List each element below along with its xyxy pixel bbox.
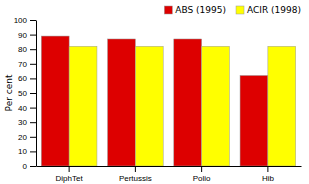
- x-tick-label: Polio: [193, 174, 211, 183]
- x-tick-label: Hib: [262, 174, 275, 183]
- x-tick: Hib: [262, 166, 275, 183]
- x-tick-mark: [201, 166, 202, 172]
- y-axis: 0 10 20 30 40 50 60 70 80 90 100: [14, 16, 37, 171]
- y-tick-mark: [30, 49, 36, 50]
- y-tick: 0: [23, 162, 36, 171]
- y-tick-mark: [30, 137, 36, 138]
- legend-item: ACIR (1998): [236, 5, 301, 15]
- y-tick-mark: [30, 166, 36, 167]
- y-tick: 40: [18, 104, 36, 113]
- y-axis-line: [36, 21, 37, 167]
- y-tick-mark: [30, 122, 36, 123]
- bar-series: [41, 36, 268, 166]
- y-tick-mark: [30, 20, 36, 21]
- legend-swatch: [236, 6, 244, 14]
- bar-series: [69, 46, 296, 166]
- legend: ABS (1995) ACIR (1998): [164, 5, 301, 15]
- y-tick-label: 40: [18, 104, 27, 113]
- x-tick-mark: [267, 166, 268, 172]
- x-axis: DiphTet Pertussis Polio Hib: [37, 166, 302, 183]
- bar: [41, 36, 69, 166]
- bar: [202, 46, 230, 166]
- y-tick-label: 0: [23, 162, 28, 171]
- x-tick: Pertussis: [119, 166, 152, 183]
- y-tick-label: 60: [18, 74, 27, 83]
- bars: [41, 36, 295, 166]
- y-tick-label: 70: [18, 60, 27, 69]
- y-tick-label: 100: [14, 16, 28, 25]
- legend-item: ABS (1995): [164, 5, 226, 15]
- y-tick: 90: [18, 31, 36, 40]
- y-tick-mark: [30, 35, 36, 36]
- x-tick-label: DiphTet: [56, 174, 84, 183]
- x-tick: Polio: [193, 166, 211, 183]
- y-tick-label: 20: [18, 133, 27, 142]
- bar: [174, 39, 202, 166]
- x-tick-label: Pertussis: [119, 174, 152, 183]
- chart-container: 0 10 20 30 40 50 60 70 80 90 100 DiphTet Pertussis Po…: [0, 0, 309, 184]
- y-tick-mark: [30, 151, 36, 152]
- y-tick-label: 90: [18, 31, 27, 40]
- bar: [268, 46, 296, 166]
- y-tick-mark: [30, 64, 36, 65]
- x-tick: DiphTet: [56, 166, 84, 183]
- legend-label: ACIR (1998): [247, 5, 301, 15]
- y-tick-mark: [30, 108, 36, 109]
- y-tick-label: 10: [18, 147, 27, 156]
- y-tick-label: 80: [18, 45, 27, 54]
- y-tick: 100: [14, 16, 36, 25]
- y-tick-mark: [30, 93, 36, 94]
- y-tick-mark: [30, 78, 36, 79]
- y-tick-label: 30: [18, 118, 27, 127]
- x-axis-line: [37, 166, 302, 167]
- bar: [135, 46, 163, 166]
- y-axis-title: Per cent: [4, 74, 14, 111]
- y-tick: 50: [18, 89, 36, 98]
- y-tick: 60: [18, 74, 36, 83]
- y-tick: 70: [18, 60, 36, 69]
- y-tick-label: 50: [18, 89, 27, 98]
- x-tick-mark: [69, 166, 70, 172]
- bar: [69, 46, 97, 166]
- y-tick: 10: [18, 147, 36, 156]
- y-tick: 30: [18, 118, 36, 127]
- y-tick: 20: [18, 133, 36, 142]
- y-tick: 80: [18, 45, 36, 54]
- chart: 0 10 20 30 40 50 60 70 80 90 100 DiphTet Pertussis Po…: [0, 0, 309, 184]
- bar: [240, 75, 268, 166]
- x-tick-mark: [135, 166, 136, 172]
- plot-area: 0 10 20 30 40 50 60 70 80 90 100 DiphTet Pertussis Po…: [14, 16, 302, 183]
- legend-swatch: [164, 6, 172, 14]
- legend-label: ABS (1995): [175, 5, 226, 15]
- bar: [108, 39, 136, 166]
